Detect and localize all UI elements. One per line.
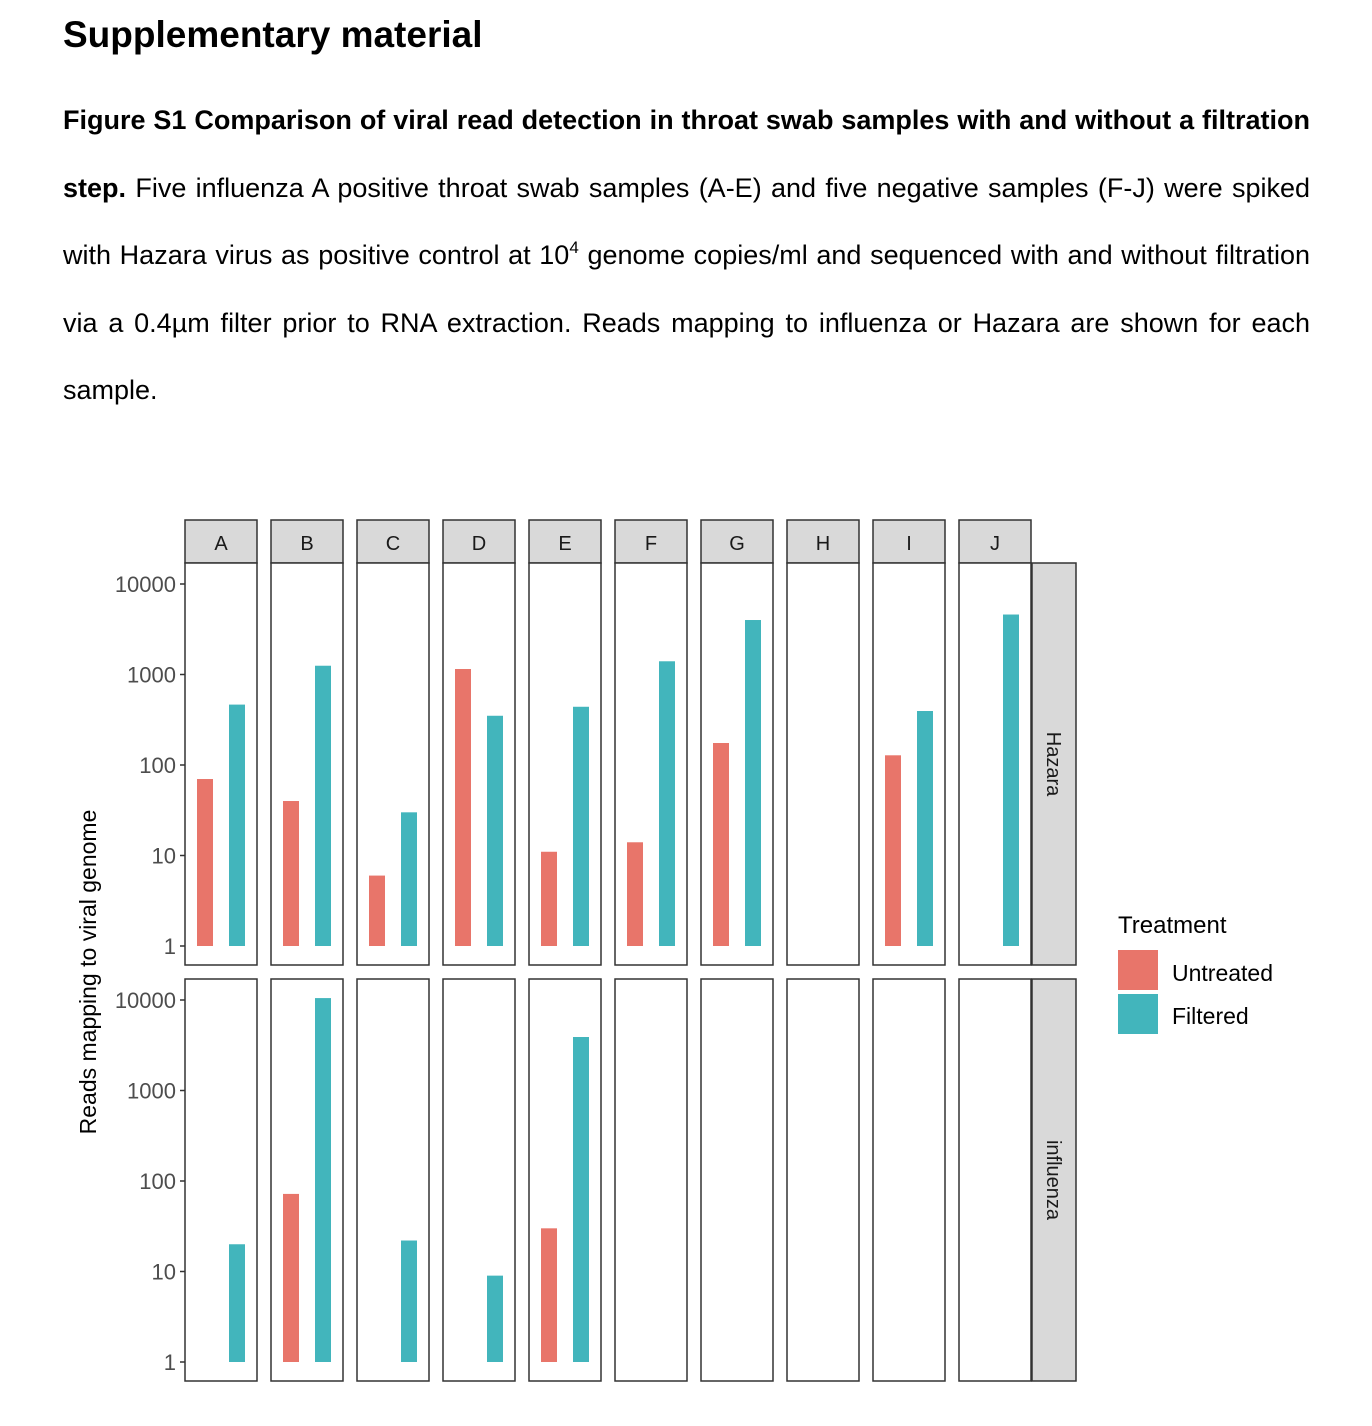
panel-influenza-h <box>786 978 860 1382</box>
strip-label-d: D <box>472 533 486 555</box>
bar-hazara-b-filtered <box>315 665 331 946</box>
strip-label-g: G <box>729 533 745 555</box>
panel-hazara-a <box>184 562 258 966</box>
legend: Treatment Untreated Filtered <box>1118 912 1273 1034</box>
panel-influenza-d <box>442 978 516 1382</box>
bar-influenza-c-filtered <box>401 1240 417 1362</box>
bar-hazara-b-untreated <box>283 801 299 946</box>
strip-label-h: H <box>816 533 830 555</box>
page-heading: Supplementary material <box>63 14 483 55</box>
strip-j <box>958 519 1032 564</box>
strip-label-b: B <box>300 533 313 555</box>
strip-label-i: I <box>906 533 912 555</box>
bar-hazara-i-filtered <box>917 711 933 946</box>
row-strips: Hazara influenza <box>1031 562 1077 1382</box>
strip-g <box>700 519 774 564</box>
legend-swatch-filtered <box>1118 994 1158 1034</box>
y-tick-label-influenza-100: 100 <box>139 1169 176 1194</box>
bar-hazara-i-untreated <box>885 755 901 946</box>
strip-f <box>614 519 688 564</box>
y-tick-label-hazara-100: 100 <box>139 753 176 778</box>
strip-label-a: A <box>214 533 228 555</box>
bar-hazara-a-filtered <box>229 704 245 946</box>
strip-d <box>442 519 516 564</box>
panel-hazara-h <box>786 562 860 966</box>
strip-label-j: J <box>990 533 1000 555</box>
row-strip-influenza <box>1031 978 1077 1382</box>
column-strips: A B C D E F G H I J <box>184 519 1032 564</box>
panel-influenza-a <box>184 978 258 1382</box>
chart-bars <box>197 614 1019 1362</box>
y-tick-label-hazara-1: 1 <box>164 934 176 959</box>
y-tick-label-influenza-10: 10 <box>152 1260 176 1285</box>
y-tick-label-influenza-1000: 1000 <box>127 1079 176 1104</box>
bar-influenza-e-untreated <box>541 1228 557 1362</box>
row-strip-label-hazara: Hazara <box>1042 732 1064 797</box>
bar-hazara-f-untreated <box>627 842 643 946</box>
strip-c <box>356 519 430 564</box>
y-tick-label-influenza-10000: 10000 <box>115 988 176 1013</box>
bar-influenza-a-filtered <box>229 1244 245 1362</box>
bar-influenza-b-untreated <box>283 1193 299 1362</box>
bar-hazara-j-filtered <box>1003 614 1019 946</box>
panel-influenza-c <box>356 978 430 1382</box>
panel-hazara-b <box>270 562 344 966</box>
legend-swatch-untreated <box>1118 950 1158 990</box>
caption-text-part-1: Five influenza A positive throat swab sa… <box>63 172 1310 271</box>
row-strip-label-influenza: influenza <box>1042 1140 1064 1221</box>
panel-hazara-j <box>958 562 1032 966</box>
strip-label-f: F <box>645 533 657 555</box>
strip-label-c: C <box>386 533 400 555</box>
bar-hazara-e-filtered <box>573 706 589 946</box>
caption-superscript: 4 <box>569 238 579 257</box>
strip-a <box>184 519 258 564</box>
chart-panels <box>184 562 1032 1382</box>
strip-b <box>270 519 344 564</box>
panel-influenza-i <box>872 978 946 1382</box>
bar-hazara-a-untreated <box>197 779 213 946</box>
caption-text-part-2: genome copies/ml and sequenced with and … <box>63 240 1310 405</box>
y-tick-label-hazara-1000: 1000 <box>127 663 176 688</box>
y-axes: 1 10 100 1000 10000 1 10 100 1000 10000 <box>115 572 185 1375</box>
panel-hazara-c <box>356 562 430 966</box>
bar-influenza-b-filtered <box>315 998 331 1362</box>
bar-hazara-d-filtered <box>487 715 503 946</box>
panel-influenza-e <box>528 978 602 1382</box>
strip-label-e: E <box>558 533 571 555</box>
panel-influenza-g <box>700 978 774 1382</box>
bar-influenza-e-filtered <box>573 1037 589 1362</box>
panel-hazara-e <box>528 562 602 966</box>
panel-influenza-f <box>614 978 688 1382</box>
row-strip-hazara <box>1031 562 1077 966</box>
panel-hazara-g <box>700 562 774 966</box>
bar-hazara-c-untreated <box>369 875 385 946</box>
strip-h <box>786 519 860 564</box>
y-tick-label-hazara-10: 10 <box>152 844 176 869</box>
panel-hazara-i <box>872 562 946 966</box>
bar-hazara-g-filtered <box>745 620 761 946</box>
legend-title: Treatment <box>1118 912 1227 939</box>
panel-influenza-j <box>958 978 1032 1382</box>
panel-hazara-f <box>614 562 688 966</box>
figure-caption: Figure S1 Comparison of viral read detec… <box>63 87 1310 425</box>
y-axis-label: Reads mapping to viral genome <box>75 810 101 1135</box>
bar-hazara-e-untreated <box>541 851 557 946</box>
bar-influenza-d-filtered <box>487 1275 503 1362</box>
y-tick-label-influenza-1: 1 <box>164 1350 176 1375</box>
figure-title: Figure S1 Comparison of viral read detec… <box>63 105 1310 203</box>
bar-hazara-c-filtered <box>401 812 417 946</box>
bar-hazara-g-untreated <box>713 743 729 946</box>
y-tick-label-hazara-10000: 10000 <box>115 572 176 597</box>
bar-hazara-f-filtered <box>659 661 675 946</box>
panel-hazara-d <box>442 562 516 966</box>
legend-label-filtered: Filtered <box>1172 1003 1249 1029</box>
panel-influenza-b <box>270 978 344 1382</box>
legend-label-untreated: Untreated <box>1172 960 1273 986</box>
bar-hazara-d-untreated <box>455 669 471 946</box>
